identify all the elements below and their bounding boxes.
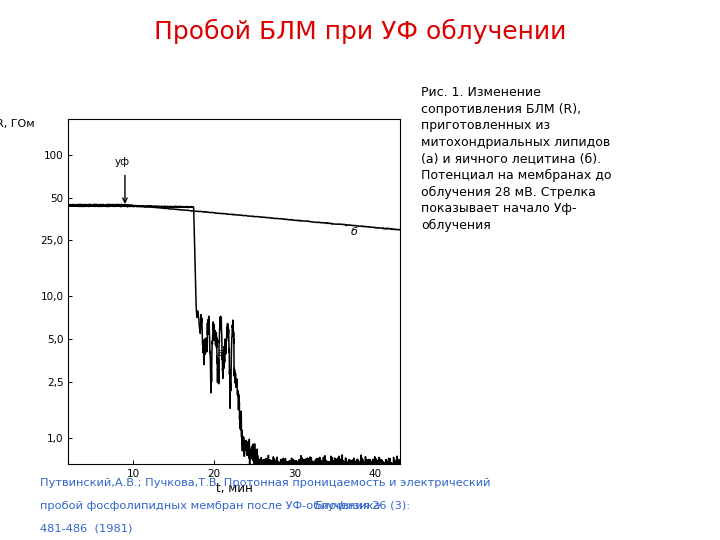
Text: уф: уф	[114, 157, 130, 167]
Text: 26 (3):: 26 (3):	[365, 501, 410, 511]
Text: пробой фосфолипидных мембран после УФ-облучения.: пробой фосфолипидных мембран после УФ-об…	[40, 501, 377, 511]
Text: Путвинский,А.В.; Пучкова,Т.В. Протонная проницаемость и электрический: Путвинский,А.В.; Пучкова,Т.В. Протонная …	[40, 478, 490, 488]
Text: Рис. 1. Изменение
сопротивления БЛМ (R),
приготовленных из
митохондриальных липи: Рис. 1. Изменение сопротивления БЛМ (R),…	[421, 86, 612, 232]
X-axis label: t, мин: t, мин	[215, 482, 253, 495]
Text: а: а	[218, 348, 225, 358]
Text: 481-486  (1981): 481-486 (1981)	[40, 523, 132, 534]
Text: Биофизика: Биофизика	[315, 501, 381, 511]
Text: б: б	[351, 227, 358, 238]
Text: R, ГОм: R, ГОм	[0, 119, 34, 129]
Text: Пробой БЛМ при УФ облучении: Пробой БЛМ при УФ облучении	[154, 19, 566, 44]
